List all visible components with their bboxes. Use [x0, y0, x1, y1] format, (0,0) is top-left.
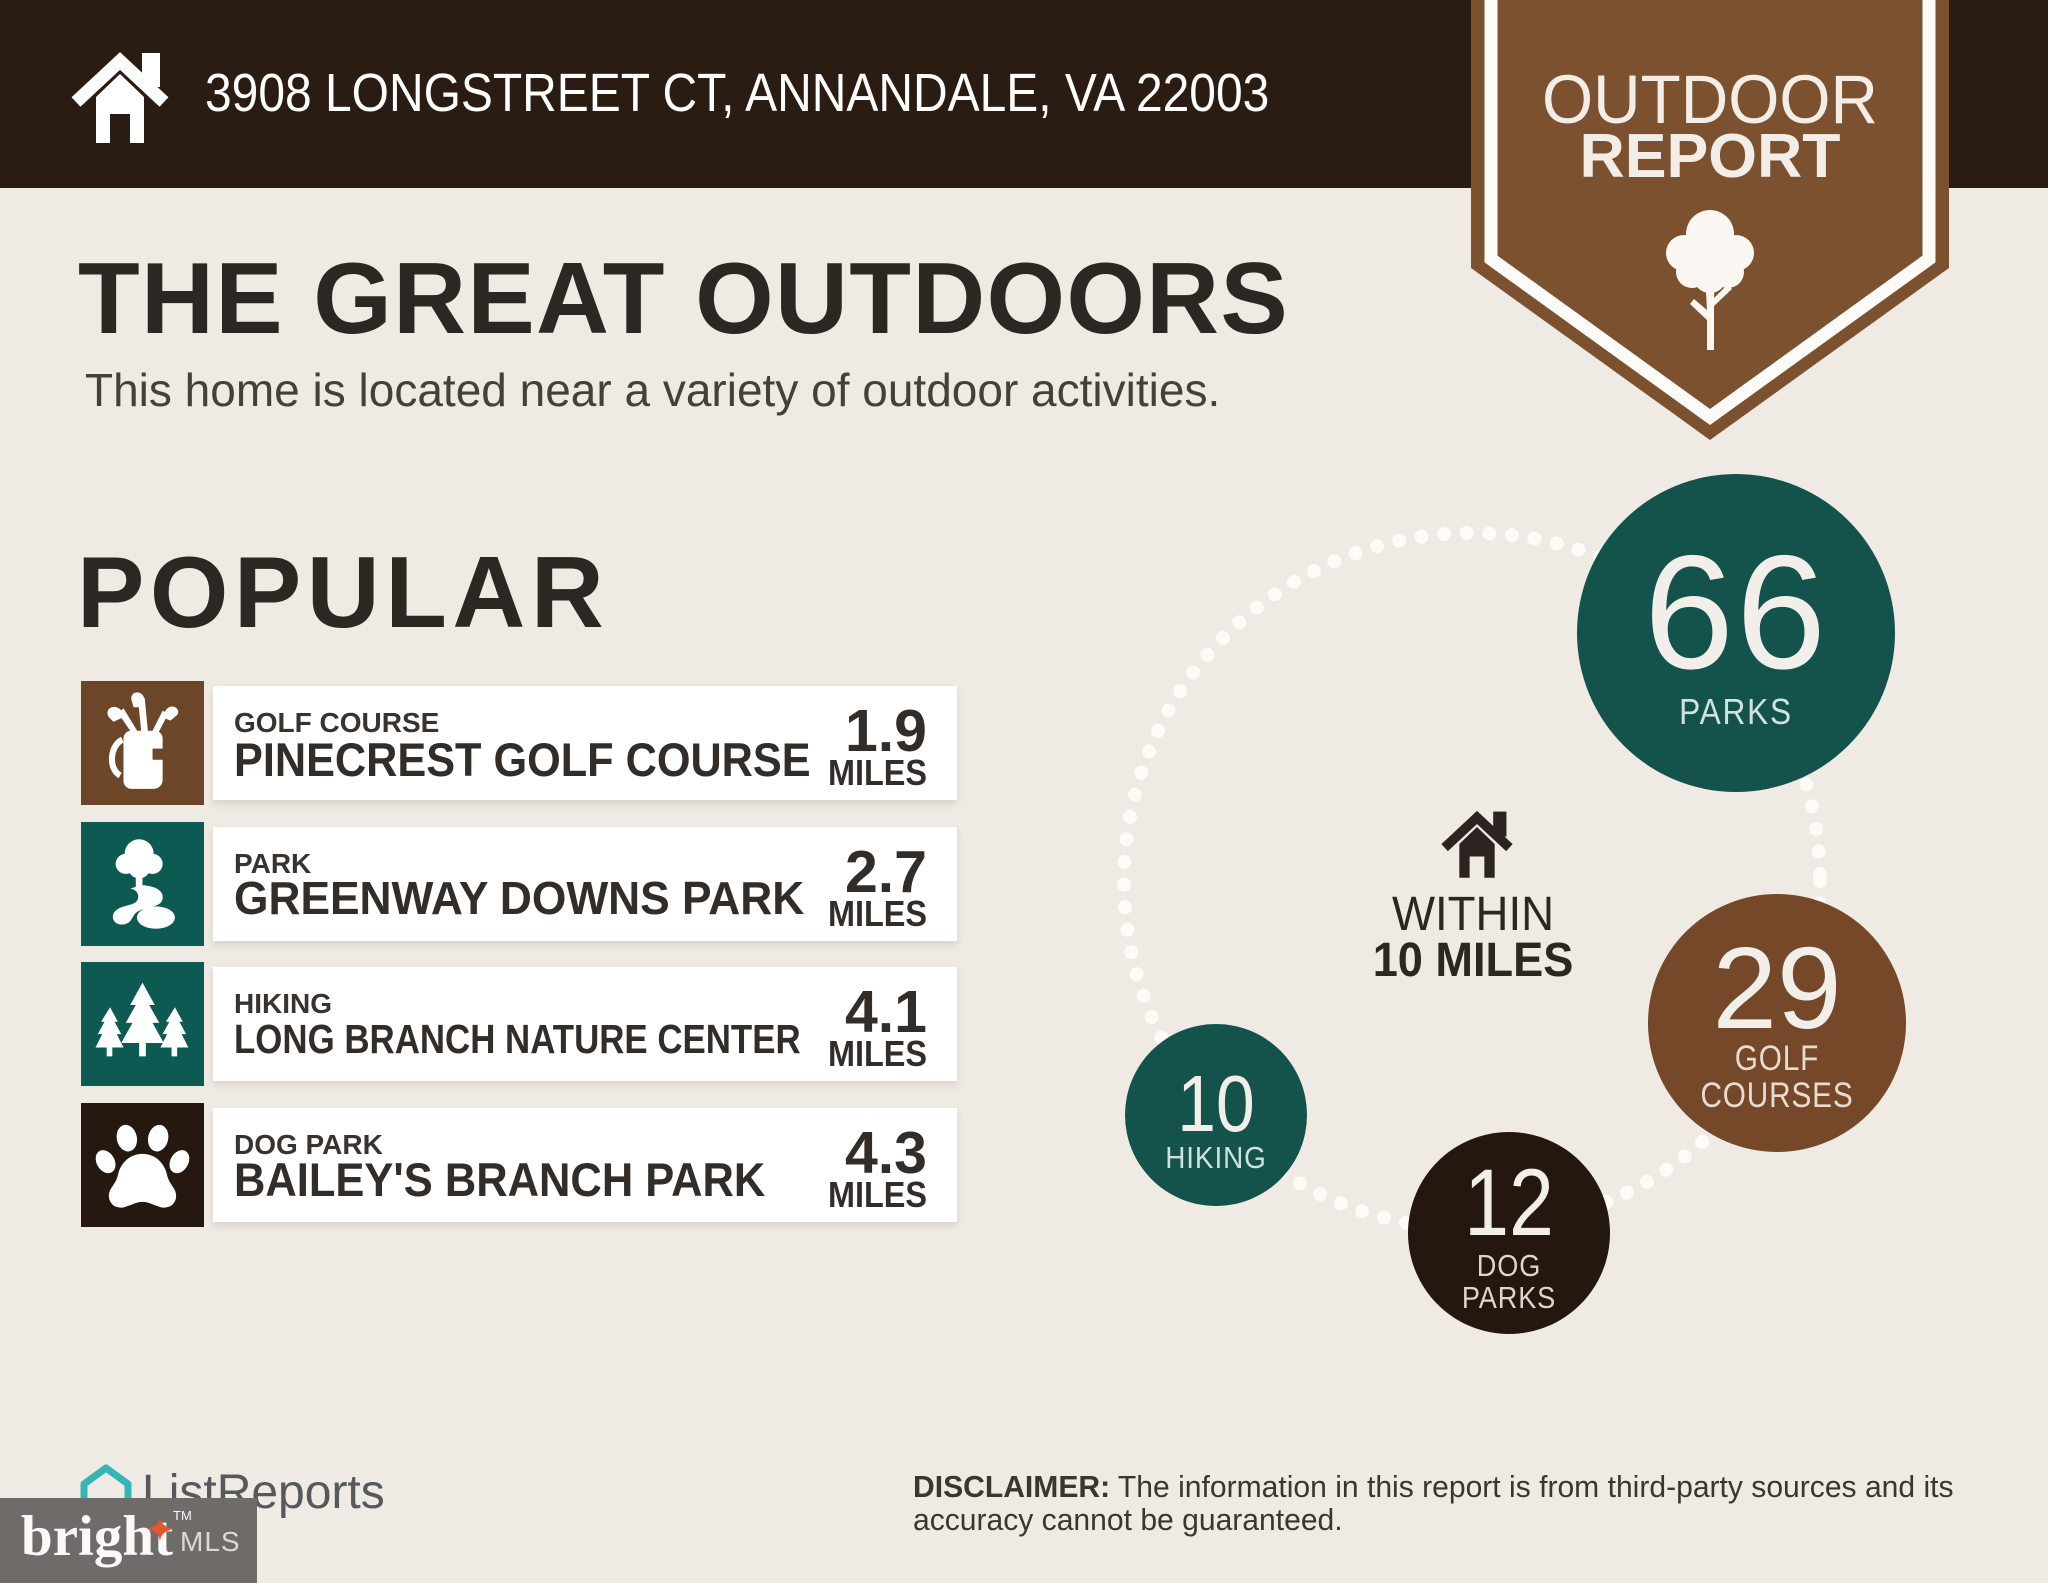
svg-text:OUTDOOR: OUTDOOR	[1542, 61, 1878, 138]
svg-text:REPORT: REPORT	[1580, 122, 1841, 191]
